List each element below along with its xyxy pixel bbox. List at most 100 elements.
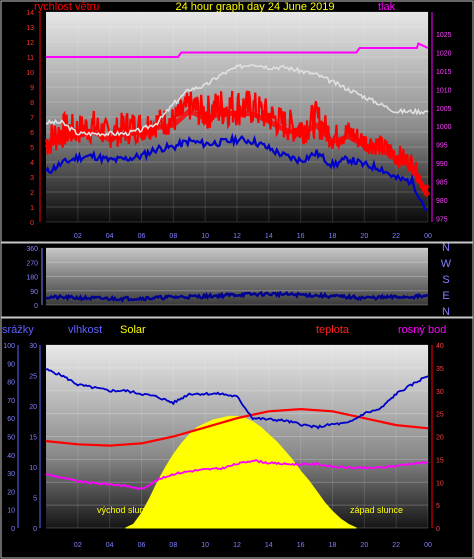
temperature-label: teplota <box>316 324 350 336</box>
wind-speed-tick-label: 9 <box>30 85 34 92</box>
temperature-tick-label: 25 <box>436 412 444 419</box>
wind-gust-mean-band <box>44 108 431 197</box>
humidity-label: vlhkost <box>68 324 102 336</box>
time-tick-label: 14 <box>265 233 273 240</box>
wind-speed-tick-label: 3 <box>30 175 34 182</box>
temperature-tick-label: 5 <box>436 503 440 510</box>
time-tick-label: 10 <box>201 233 209 240</box>
pressure-tick-label: 985 <box>436 179 448 186</box>
temperature-tick-label: 10 <box>436 480 444 487</box>
temperature-tick-label: 0 <box>436 526 440 533</box>
pressure-tick-label: 995 <box>436 143 448 150</box>
time-tick-label: 12 <box>233 542 241 549</box>
rain-tick-label: 50 <box>7 435 15 442</box>
dew-point-series <box>45 459 429 491</box>
wind-speed-tick-label: 5 <box>30 145 34 152</box>
wind-speed-label: rychlost větru <box>34 1 99 13</box>
temperature-tick-label: 35 <box>436 366 444 373</box>
direction-tick-label: 360 <box>26 246 38 253</box>
time-tick-label: 22 <box>392 542 400 549</box>
pressure-label: tlak <box>378 1 396 13</box>
humidity-tick-label: 25 <box>29 374 37 381</box>
pressure-tick-label: 1025 <box>436 32 452 39</box>
time-tick-label: 12 <box>233 233 241 240</box>
wind-speed-tick-label: 10 <box>26 70 34 77</box>
time-tick-label: 06 <box>138 233 146 240</box>
wind-direction-series <box>45 290 429 303</box>
wind-gust-series <box>44 90 430 196</box>
rain-tick-label: 70 <box>7 398 15 405</box>
wind-speed-tick-label: 7 <box>30 115 34 122</box>
pressure-tick-label: 980 <box>436 198 448 205</box>
time-tick-label: 10 <box>201 542 209 549</box>
direction-tick-label: 270 <box>26 260 38 267</box>
time-tick-label: 18 <box>329 542 337 549</box>
humidity-tick-label: 10 <box>29 465 37 472</box>
rain-tick-label: 20 <box>7 489 15 496</box>
rain-tick-label: 100 <box>3 343 15 350</box>
wind-speed-tick-label: 1 <box>30 205 34 212</box>
temperature-tick-label: 15 <box>436 457 444 464</box>
rain-tick-label: 40 <box>7 453 15 460</box>
rain-tick-label: 30 <box>7 471 15 478</box>
compass-letter: E <box>442 290 449 302</box>
pressure-tick-label: 975 <box>436 216 448 223</box>
pressure-tick-label: 1015 <box>436 69 452 76</box>
humidity-tick-label: 5 <box>33 496 37 503</box>
wind-speed-tick-label: 11 <box>27 55 34 62</box>
pressure-tick-label: 1005 <box>436 106 452 113</box>
wind-speed-tick-label: 12 <box>26 40 34 47</box>
rain-tick-label: 10 <box>7 508 15 515</box>
time-tick-label: 02 <box>74 542 82 549</box>
wind-speed-tick-label: 0 <box>30 220 34 227</box>
temperature-tick-label: 30 <box>436 389 444 396</box>
humidity-tick-label: 30 <box>29 343 37 350</box>
direction-tick-label: 180 <box>26 275 38 282</box>
time-tick-label: 18 <box>329 233 337 240</box>
pressure-tick-label: 990 <box>436 161 448 168</box>
time-tick-label: 20 <box>360 542 368 549</box>
sunset-annotation: západ slunce <box>350 505 403 515</box>
time-tick-label: 22 <box>392 233 400 240</box>
time-tick-label: 06 <box>138 542 146 549</box>
wind-speed-tick-label: 6 <box>30 130 34 137</box>
time-tick-label: 20 <box>360 233 368 240</box>
humidity-series <box>45 368 429 430</box>
humidity-tick-label: 15 <box>29 435 37 442</box>
wind-speed-tick-label: 13 <box>26 25 34 32</box>
compass-letter: S <box>442 274 449 286</box>
compass-letter: N <box>442 242 450 254</box>
solar-area-series <box>125 415 357 529</box>
time-tick-label: 08 <box>169 233 177 240</box>
time-tick-label: 00 <box>424 542 432 549</box>
chart-title: 24 hour graph day 24 June 2019 <box>175 1 334 13</box>
temperature-tick-label: 20 <box>436 435 444 442</box>
compass-letter: W <box>441 258 452 270</box>
humidity-tick-label: 20 <box>29 404 37 411</box>
rain-label: srážky <box>2 324 34 336</box>
pressure-tick-label: 1020 <box>436 51 452 58</box>
pressure-series <box>45 63 429 137</box>
time-tick-label: 02 <box>74 233 82 240</box>
wind-speed-tick-label: 2 <box>30 190 34 197</box>
time-tick-label: 04 <box>106 233 114 240</box>
time-tick-label: 16 <box>297 542 305 549</box>
pressure-tick-label: 1010 <box>436 87 452 94</box>
pressure-tick-label: 1000 <box>436 124 452 131</box>
time-tick-label: 08 <box>169 542 177 549</box>
solar-label: Solar <box>120 324 146 336</box>
time-tick-label: 14 <box>265 542 273 549</box>
humidity-tick-label: 0 <box>33 526 37 533</box>
wind-average-series <box>45 132 429 212</box>
rain-tick-label: 80 <box>7 380 15 387</box>
rain-tick-label: 0 <box>11 526 15 533</box>
time-tick-label: 00 <box>424 233 432 240</box>
compass-letter: N <box>442 306 450 318</box>
direction-tick-label: 90 <box>30 289 38 296</box>
temperature-tick-label: 40 <box>436 343 444 350</box>
direction-tick-label: 0 <box>34 303 38 310</box>
rain-tick-label: 60 <box>7 416 15 423</box>
wind-speed-tick-label: 14 <box>26 10 34 17</box>
sunrise-annotation: východ slunce <box>97 505 154 515</box>
